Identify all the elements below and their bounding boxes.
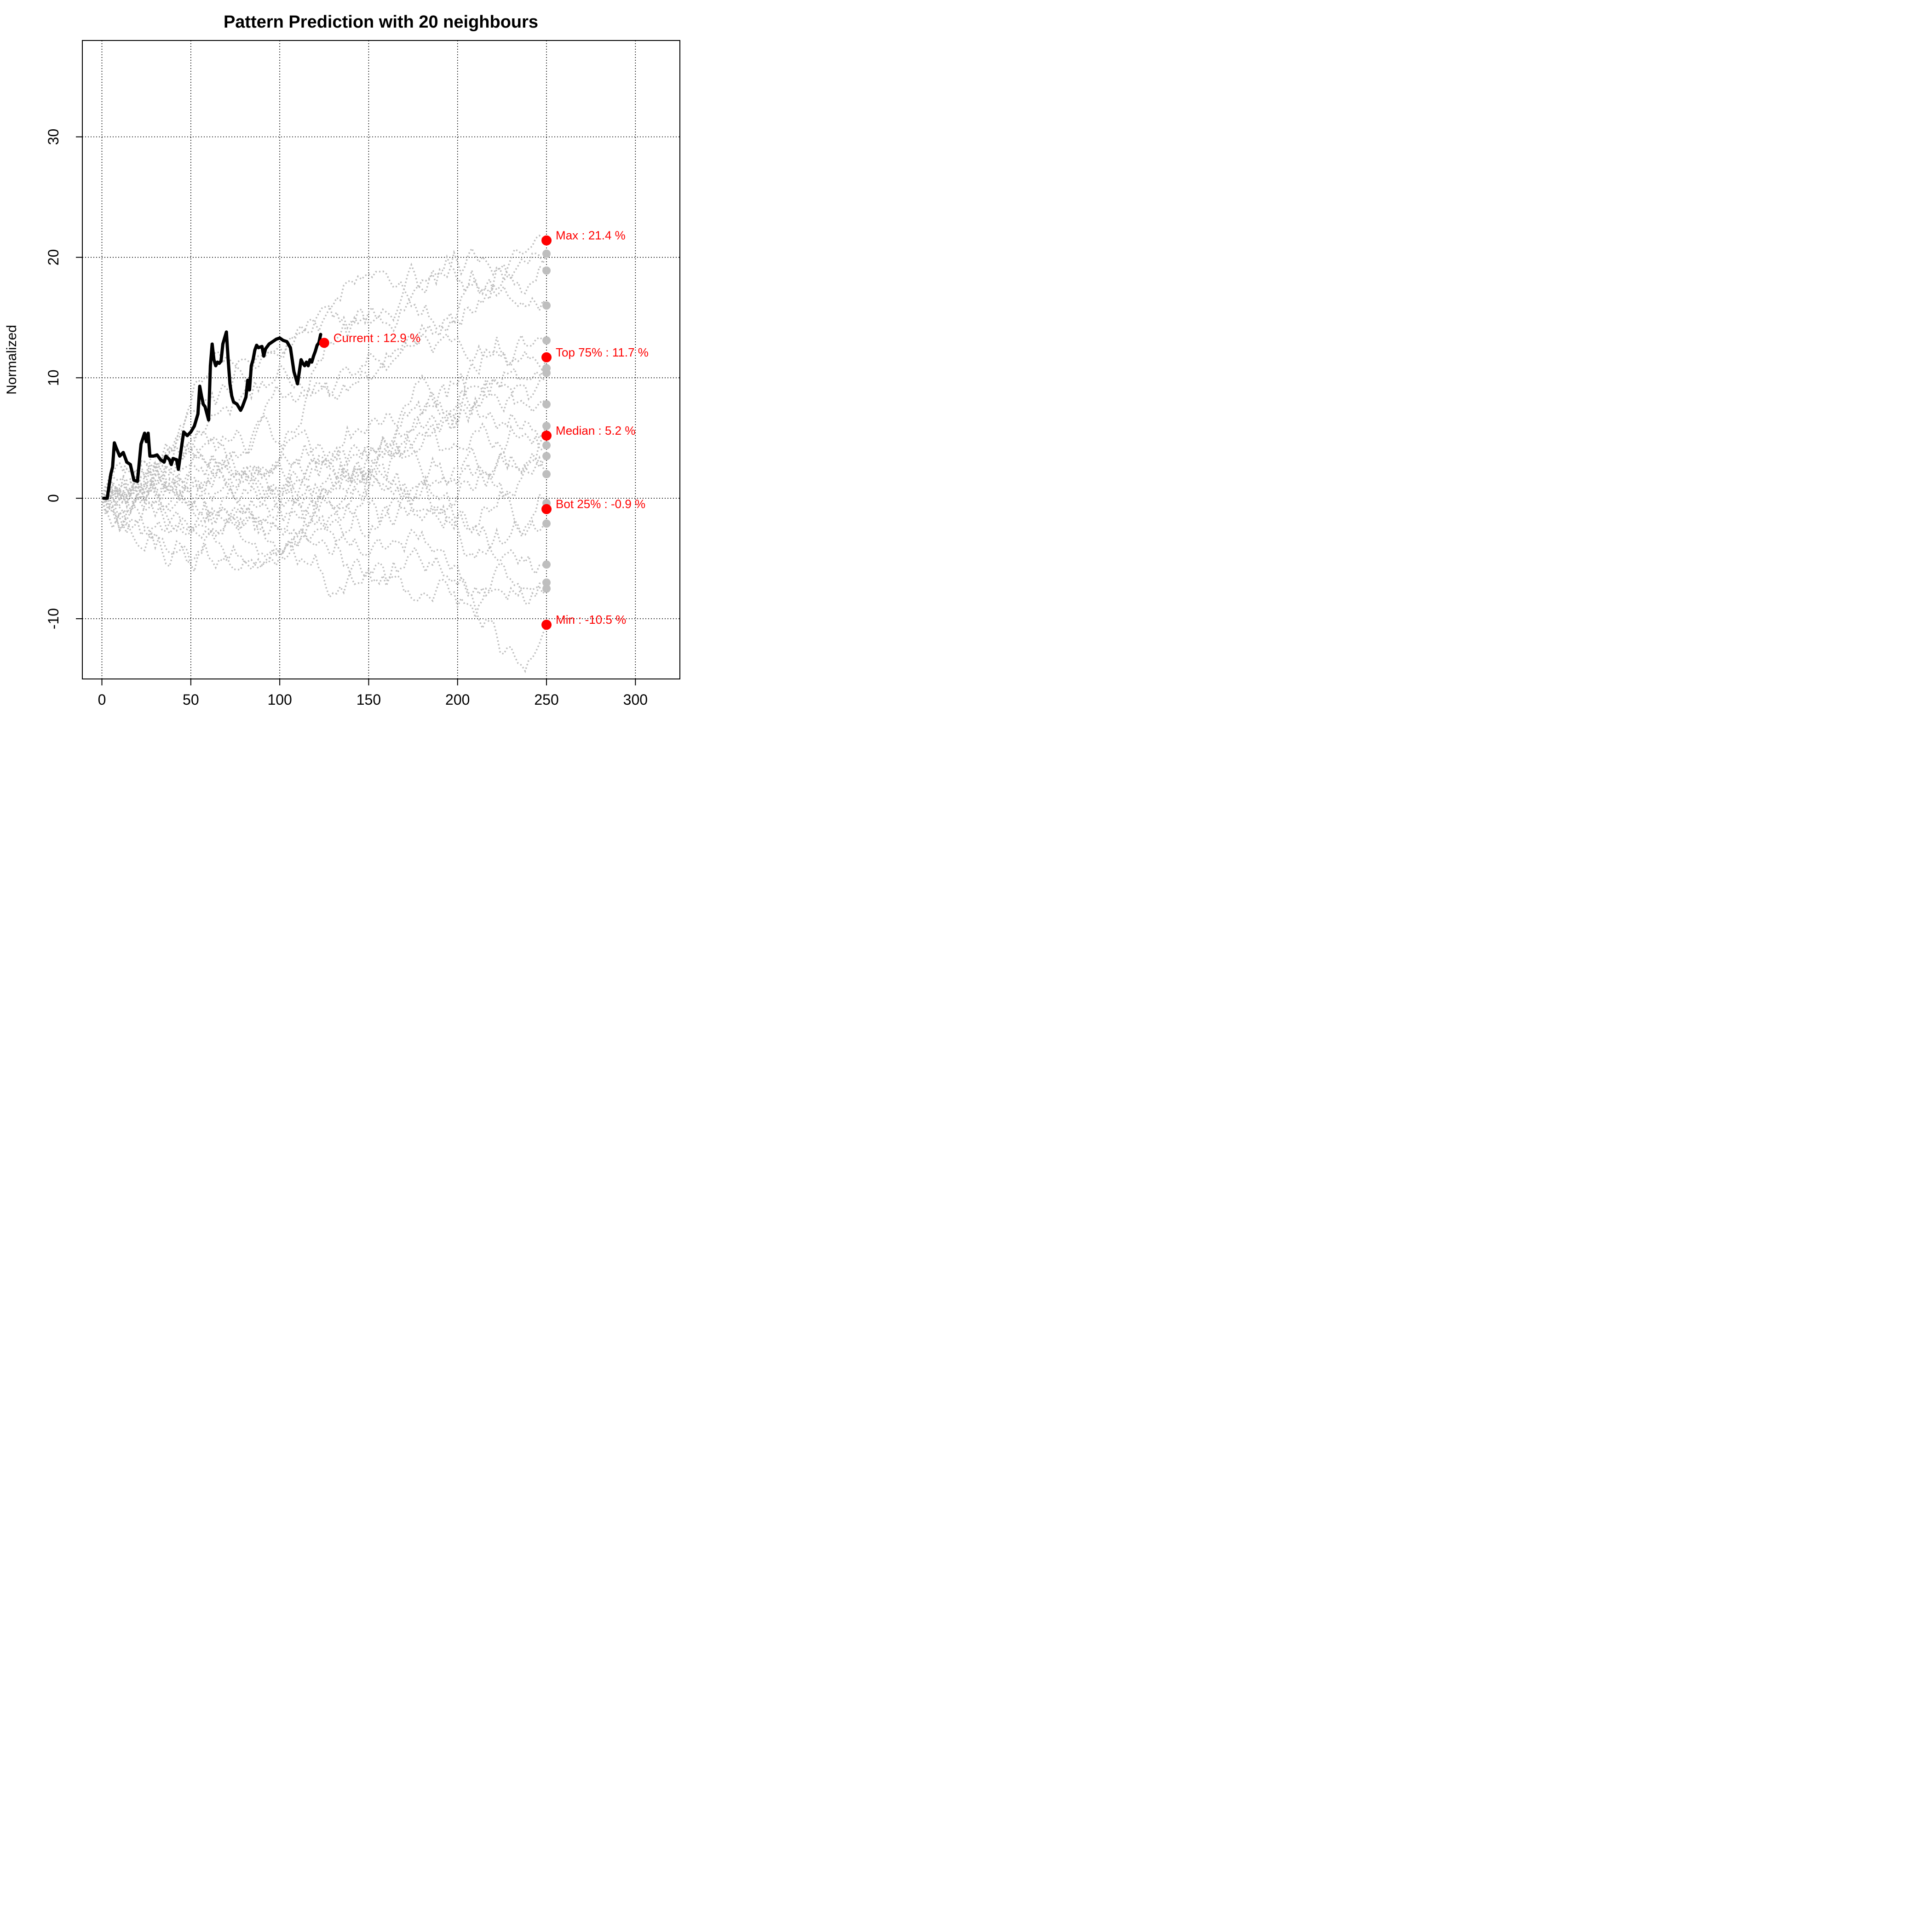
plot-frame <box>82 40 680 679</box>
y-tick-label: -10 <box>45 608 62 629</box>
neighbour-line-8 <box>101 367 547 567</box>
x-tick-label: 50 <box>183 691 199 708</box>
neighbour-endpoint <box>542 578 551 587</box>
neighbour-line-7 <box>101 332 547 506</box>
neighbour-endpoint <box>542 422 551 431</box>
neighbour-endpoint <box>542 584 551 593</box>
neighbour-endpoint <box>542 452 551 460</box>
marker-point <box>541 620 552 630</box>
neighbour-endpoint <box>542 560 551 569</box>
grid <box>82 40 680 679</box>
neighbour-line-19 <box>101 498 547 602</box>
current-line <box>102 330 322 500</box>
neighbour-endpoint <box>542 368 551 377</box>
x-tick-label: 250 <box>534 691 558 708</box>
x-tick-label: 0 <box>98 691 106 708</box>
x-axis: 0 50 100 150 200 250 300 <box>98 679 648 708</box>
neighbour-endpoint <box>542 441 551 449</box>
neighbour-line-2 <box>101 253 547 512</box>
x-tick-label: 150 <box>356 691 381 708</box>
marker-point <box>541 430 552 441</box>
neighbour-endpoint <box>542 301 551 310</box>
chart-root: Pattern Prediction with 20 neighbours No… <box>0 0 715 715</box>
neighbour-endpoint <box>542 336 551 345</box>
neighbour-line-4 <box>101 254 547 510</box>
marker-label: Median : 5.2 % <box>556 424 635 437</box>
neighbour-line-16 <box>101 453 547 552</box>
neighbour-endpoint <box>542 470 551 478</box>
marker-point <box>541 235 552 246</box>
neighbour-endpoint <box>542 400 551 408</box>
neighbour-line-11 <box>101 435 547 536</box>
neighbour-line-13 <box>101 450 547 536</box>
current-series <box>102 330 322 500</box>
marker-label: Min : -10.5 % <box>556 613 626 627</box>
y-axis-label: Normalized <box>4 325 19 395</box>
marker-label: Max : 21.4 % <box>556 229 626 242</box>
neighbour-lines <box>101 234 547 673</box>
y-tick-label: 0 <box>45 494 62 502</box>
neighbour-endpoint <box>542 266 551 275</box>
marker-label: Bot 25% : -0.9 % <box>556 497 645 511</box>
x-tick-label: 100 <box>267 691 292 708</box>
y-axis: -10 0 10 20 30 <box>45 129 82 629</box>
x-tick-label: 200 <box>445 691 470 708</box>
chart-title: Pattern Prediction with 20 neighbours <box>224 12 538 32</box>
neighbour-line-18 <box>101 468 547 621</box>
neighbour-line-14 <box>102 451 547 574</box>
marker-point <box>541 504 552 514</box>
neighbour-line-12 <box>101 422 547 530</box>
neighbour-line-15 <box>101 445 547 539</box>
marker-label: Top 75% : 11.7 % <box>556 345 649 359</box>
neighbour-line-1 <box>101 234 547 516</box>
neighbour-line-3 <box>101 247 547 500</box>
neighbour-line-9 <box>101 377 547 499</box>
y-tick-label: 10 <box>45 369 62 386</box>
x-tick-label: 300 <box>623 691 648 708</box>
marker-label: Current : 12.9 % <box>334 331 420 345</box>
neighbour-endpoint <box>542 519 551 528</box>
y-tick-label: 30 <box>45 129 62 145</box>
neighbour-line-17 <box>101 441 547 575</box>
marker-point <box>319 338 329 348</box>
neighbour-line-20 <box>101 485 547 673</box>
chart: Pattern Prediction with 20 neighbours No… <box>4 12 680 708</box>
neighbour-endpoint <box>542 249 551 258</box>
y-tick-label: 20 <box>45 249 62 266</box>
neighbour-line-10 <box>101 374 547 499</box>
marker-point <box>541 352 552 362</box>
neighbour-line-5 <box>101 333 547 513</box>
highlight-markers: Current : 12.9 % Max : 21.4 % Top 75% : 11… <box>319 229 649 630</box>
